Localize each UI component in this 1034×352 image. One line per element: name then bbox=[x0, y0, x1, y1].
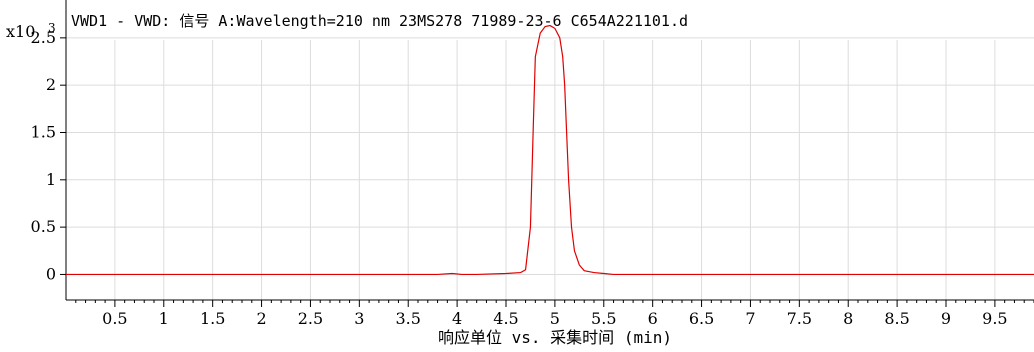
y-tick-label: 0.5 bbox=[31, 217, 56, 236]
y-tick-label: 2 bbox=[46, 75, 56, 94]
x-tick-label: 0.5 bbox=[102, 309, 127, 328]
x-tick-label: 1 bbox=[159, 309, 169, 328]
y-scale-label: x10 bbox=[6, 22, 35, 41]
signal-trace bbox=[66, 24, 1034, 276]
y-scale-exponent: 3 bbox=[48, 21, 56, 35]
x-tick-label: 8.5 bbox=[884, 309, 909, 328]
x-tick-label: 1.5 bbox=[200, 309, 225, 328]
x-tick-label: 4.5 bbox=[493, 309, 518, 328]
x-tick-label: 4 bbox=[452, 309, 462, 328]
x-tick-label: 3.5 bbox=[395, 309, 420, 328]
y-tick-label: 1.5 bbox=[31, 122, 56, 141]
grid-lines bbox=[66, 37, 1034, 300]
x-tick-label: 5.5 bbox=[591, 309, 616, 328]
x-tick-label: 7 bbox=[745, 309, 755, 328]
y-ticks: 0 0.5 1 1.5 2 2.5 bbox=[31, 28, 66, 283]
x-tick-label: 7.5 bbox=[787, 309, 812, 328]
x-tick-label: 2.5 bbox=[298, 309, 323, 328]
x-tick-label: 6.5 bbox=[689, 309, 714, 328]
x-tick-label: 6 bbox=[648, 309, 658, 328]
y-tick-label: 1 bbox=[46, 170, 56, 189]
y-tick-label: 0 bbox=[46, 264, 56, 283]
y-tick-label: 2.5 bbox=[31, 28, 56, 47]
x-axis-label: 响应单位 vs. 采集时间 (min) bbox=[438, 328, 672, 347]
x-tick-label: 8 bbox=[843, 309, 853, 328]
chart-title: VWD1 - VWD: 信号 A:Wavelength=210 nm 23MS2… bbox=[71, 12, 688, 30]
x-tick-label: 3 bbox=[354, 309, 364, 328]
x-tick-label: 9 bbox=[941, 309, 951, 328]
x-tick-label: 5 bbox=[550, 309, 560, 328]
x-tick-label: 9.5 bbox=[982, 309, 1007, 328]
x-tick-label: 2 bbox=[256, 309, 266, 328]
x-ticks: 0.5 1 1.5 2 2.5 3 3.5 4 4.5 5 5.5 6 6.5 7 7.5 8 8.5 9 9.5 bbox=[75, 300, 1034, 328]
